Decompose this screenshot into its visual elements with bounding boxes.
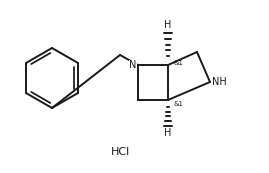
Text: H: H bbox=[164, 128, 172, 138]
Text: HCl: HCl bbox=[110, 147, 130, 157]
Text: &1: &1 bbox=[173, 60, 183, 66]
Text: N: N bbox=[129, 60, 137, 70]
Text: &1: &1 bbox=[173, 101, 183, 107]
Text: NH: NH bbox=[212, 77, 226, 87]
Text: H: H bbox=[164, 20, 172, 30]
